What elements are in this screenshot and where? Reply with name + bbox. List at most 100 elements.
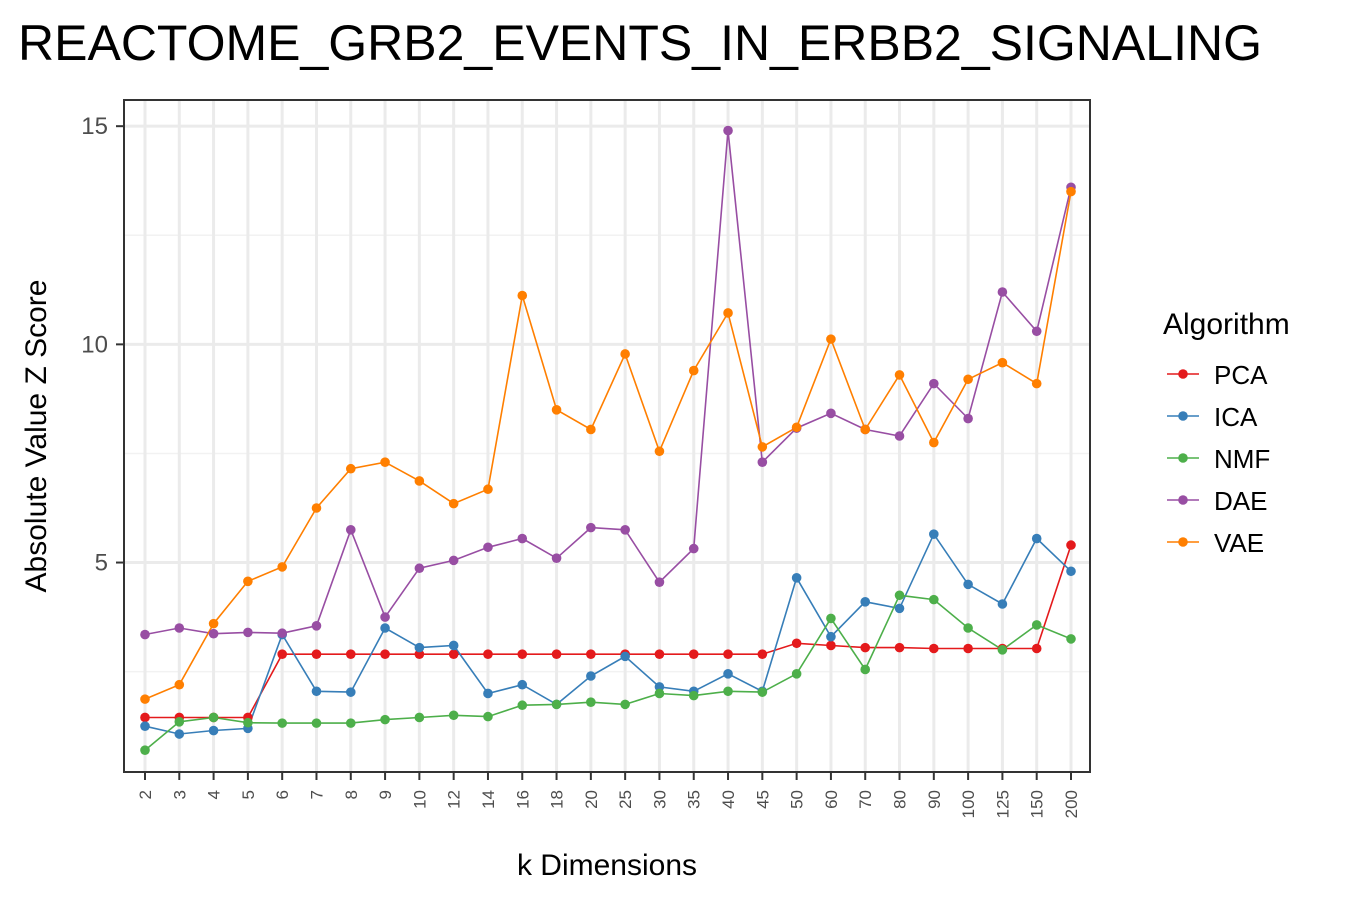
x-tick-label: 35 bbox=[685, 790, 704, 809]
data-point-pca bbox=[963, 643, 973, 654]
data-point-nmf bbox=[894, 590, 905, 601]
data-point-pca bbox=[757, 649, 768, 659]
data-point-ica bbox=[963, 579, 973, 590]
data-point-nmf bbox=[586, 697, 596, 707]
data-point-dae bbox=[277, 628, 287, 639]
data-point-pca bbox=[1031, 643, 1042, 654]
legend: Algorithm PCA ICA NMF DAE VAE bbox=[1163, 308, 1290, 558]
data-point-pca bbox=[380, 649, 390, 659]
x-tick-label: 60 bbox=[822, 790, 841, 809]
data-point-dae bbox=[586, 522, 596, 533]
data-point-nmf bbox=[551, 699, 562, 710]
data-point-vae bbox=[826, 334, 836, 344]
data-point-nmf bbox=[448, 710, 459, 721]
data-point-ica bbox=[208, 725, 219, 736]
series-line-pca bbox=[145, 544, 1072, 719]
x-tick-label: 10 bbox=[410, 790, 429, 809]
data-point-dae bbox=[174, 623, 185, 633]
data-point-pca bbox=[517, 649, 528, 659]
x-tick-label: 30 bbox=[650, 790, 669, 809]
data-point-vae bbox=[483, 484, 493, 495]
x-tick-label: 70 bbox=[856, 790, 875, 809]
data-point-nmf bbox=[414, 712, 425, 723]
x-tick-label: 50 bbox=[788, 790, 807, 809]
data-point-pca bbox=[654, 649, 665, 659]
data-point-pca bbox=[860, 642, 871, 653]
data-point-vae bbox=[688, 365, 699, 376]
x-axis: 2 3 4 5 6 7 8 9 10 12 14 16 18 20 25 30 35 40 45 50 60 70 80 90… bbox=[136, 772, 1081, 818]
chart-title: REACTOME_GRB2_EVENTS_IN_ERBB2_SIGNALING bbox=[18, 15, 1262, 71]
x-tick-label: 8 bbox=[342, 790, 361, 799]
x-tick-label: 18 bbox=[548, 790, 567, 809]
data-point-dae bbox=[517, 533, 528, 544]
data-point-vae bbox=[963, 374, 973, 385]
x-tick-label: 25 bbox=[616, 790, 635, 809]
data-point-vae bbox=[929, 437, 939, 448]
data-point-ica bbox=[586, 671, 596, 681]
x-axis-title: k Dimensions bbox=[517, 849, 697, 882]
x-tick-label: 90 bbox=[925, 790, 944, 809]
x-tick-label: 16 bbox=[513, 790, 532, 809]
y-tick-label: 10 bbox=[81, 331, 108, 358]
legend-key-point bbox=[1178, 453, 1188, 463]
x-tick-label: 3 bbox=[170, 790, 189, 799]
data-point-vae bbox=[448, 498, 459, 509]
data-point-pca bbox=[551, 649, 562, 659]
data-point-ica bbox=[1031, 533, 1042, 544]
data-point-dae bbox=[380, 612, 390, 622]
x-tick-label: 7 bbox=[307, 790, 326, 799]
data-point-dae bbox=[551, 553, 562, 563]
legend-item-ica: ICA bbox=[1167, 402, 1258, 432]
x-tick-label: 125 bbox=[993, 790, 1012, 818]
data-point-pca bbox=[1066, 540, 1076, 550]
data-point-vae bbox=[243, 576, 253, 587]
data-point-ica bbox=[860, 597, 871, 607]
data-point-vae bbox=[860, 424, 871, 435]
series-line-ica bbox=[144, 532, 1072, 735]
data-point-vae bbox=[208, 618, 219, 629]
data-point-dae bbox=[483, 542, 493, 553]
data-point-nmf bbox=[1031, 620, 1042, 630]
data-point-vae bbox=[997, 357, 1008, 368]
data-point-ica bbox=[517, 679, 528, 690]
data-point-nmf bbox=[826, 613, 836, 624]
data-point-vae bbox=[414, 476, 425, 486]
data-point-dae bbox=[963, 413, 973, 424]
data-point-ica bbox=[483, 688, 493, 699]
data-point-pca bbox=[345, 649, 356, 659]
data-point-ica bbox=[723, 669, 733, 679]
data-point-dae bbox=[997, 287, 1008, 297]
data-point-nmf bbox=[997, 645, 1008, 655]
series-line-nmf bbox=[144, 594, 1072, 751]
data-point-ica bbox=[826, 631, 836, 642]
data-point-dae bbox=[929, 378, 939, 389]
data-point-nmf bbox=[345, 718, 356, 728]
data-point-ica bbox=[894, 603, 905, 614]
data-point-nmf bbox=[1066, 634, 1076, 644]
data-point-vae bbox=[311, 503, 322, 513]
data-point-nmf bbox=[757, 687, 768, 697]
legend-item-dae: DAE bbox=[1167, 486, 1267, 516]
data-point-nmf bbox=[174, 717, 185, 727]
data-point-vae bbox=[894, 370, 905, 380]
data-point-pca bbox=[277, 649, 287, 659]
data-point-ica bbox=[929, 529, 939, 539]
x-tick-label: 100 bbox=[959, 790, 978, 818]
data-point-vae bbox=[723, 308, 733, 318]
data-point-nmf bbox=[620, 699, 630, 710]
data-point-ica bbox=[997, 599, 1008, 609]
data-point-pca bbox=[929, 643, 939, 654]
data-point-vae bbox=[345, 463, 356, 474]
legend-item-nmf: NMF bbox=[1167, 444, 1270, 474]
data-point-ica bbox=[791, 573, 802, 583]
data-point-pca bbox=[723, 649, 733, 659]
data-point-dae bbox=[345, 525, 356, 535]
data-point-ica bbox=[448, 640, 459, 651]
data-point-nmf bbox=[688, 690, 699, 701]
plot-border bbox=[123, 99, 1091, 773]
data-point-dae bbox=[826, 408, 836, 419]
x-tick-label: 4 bbox=[205, 790, 224, 799]
data-point-vae bbox=[140, 694, 150, 704]
data-point-dae bbox=[688, 543, 699, 554]
x-tick-label: 14 bbox=[479, 790, 498, 809]
